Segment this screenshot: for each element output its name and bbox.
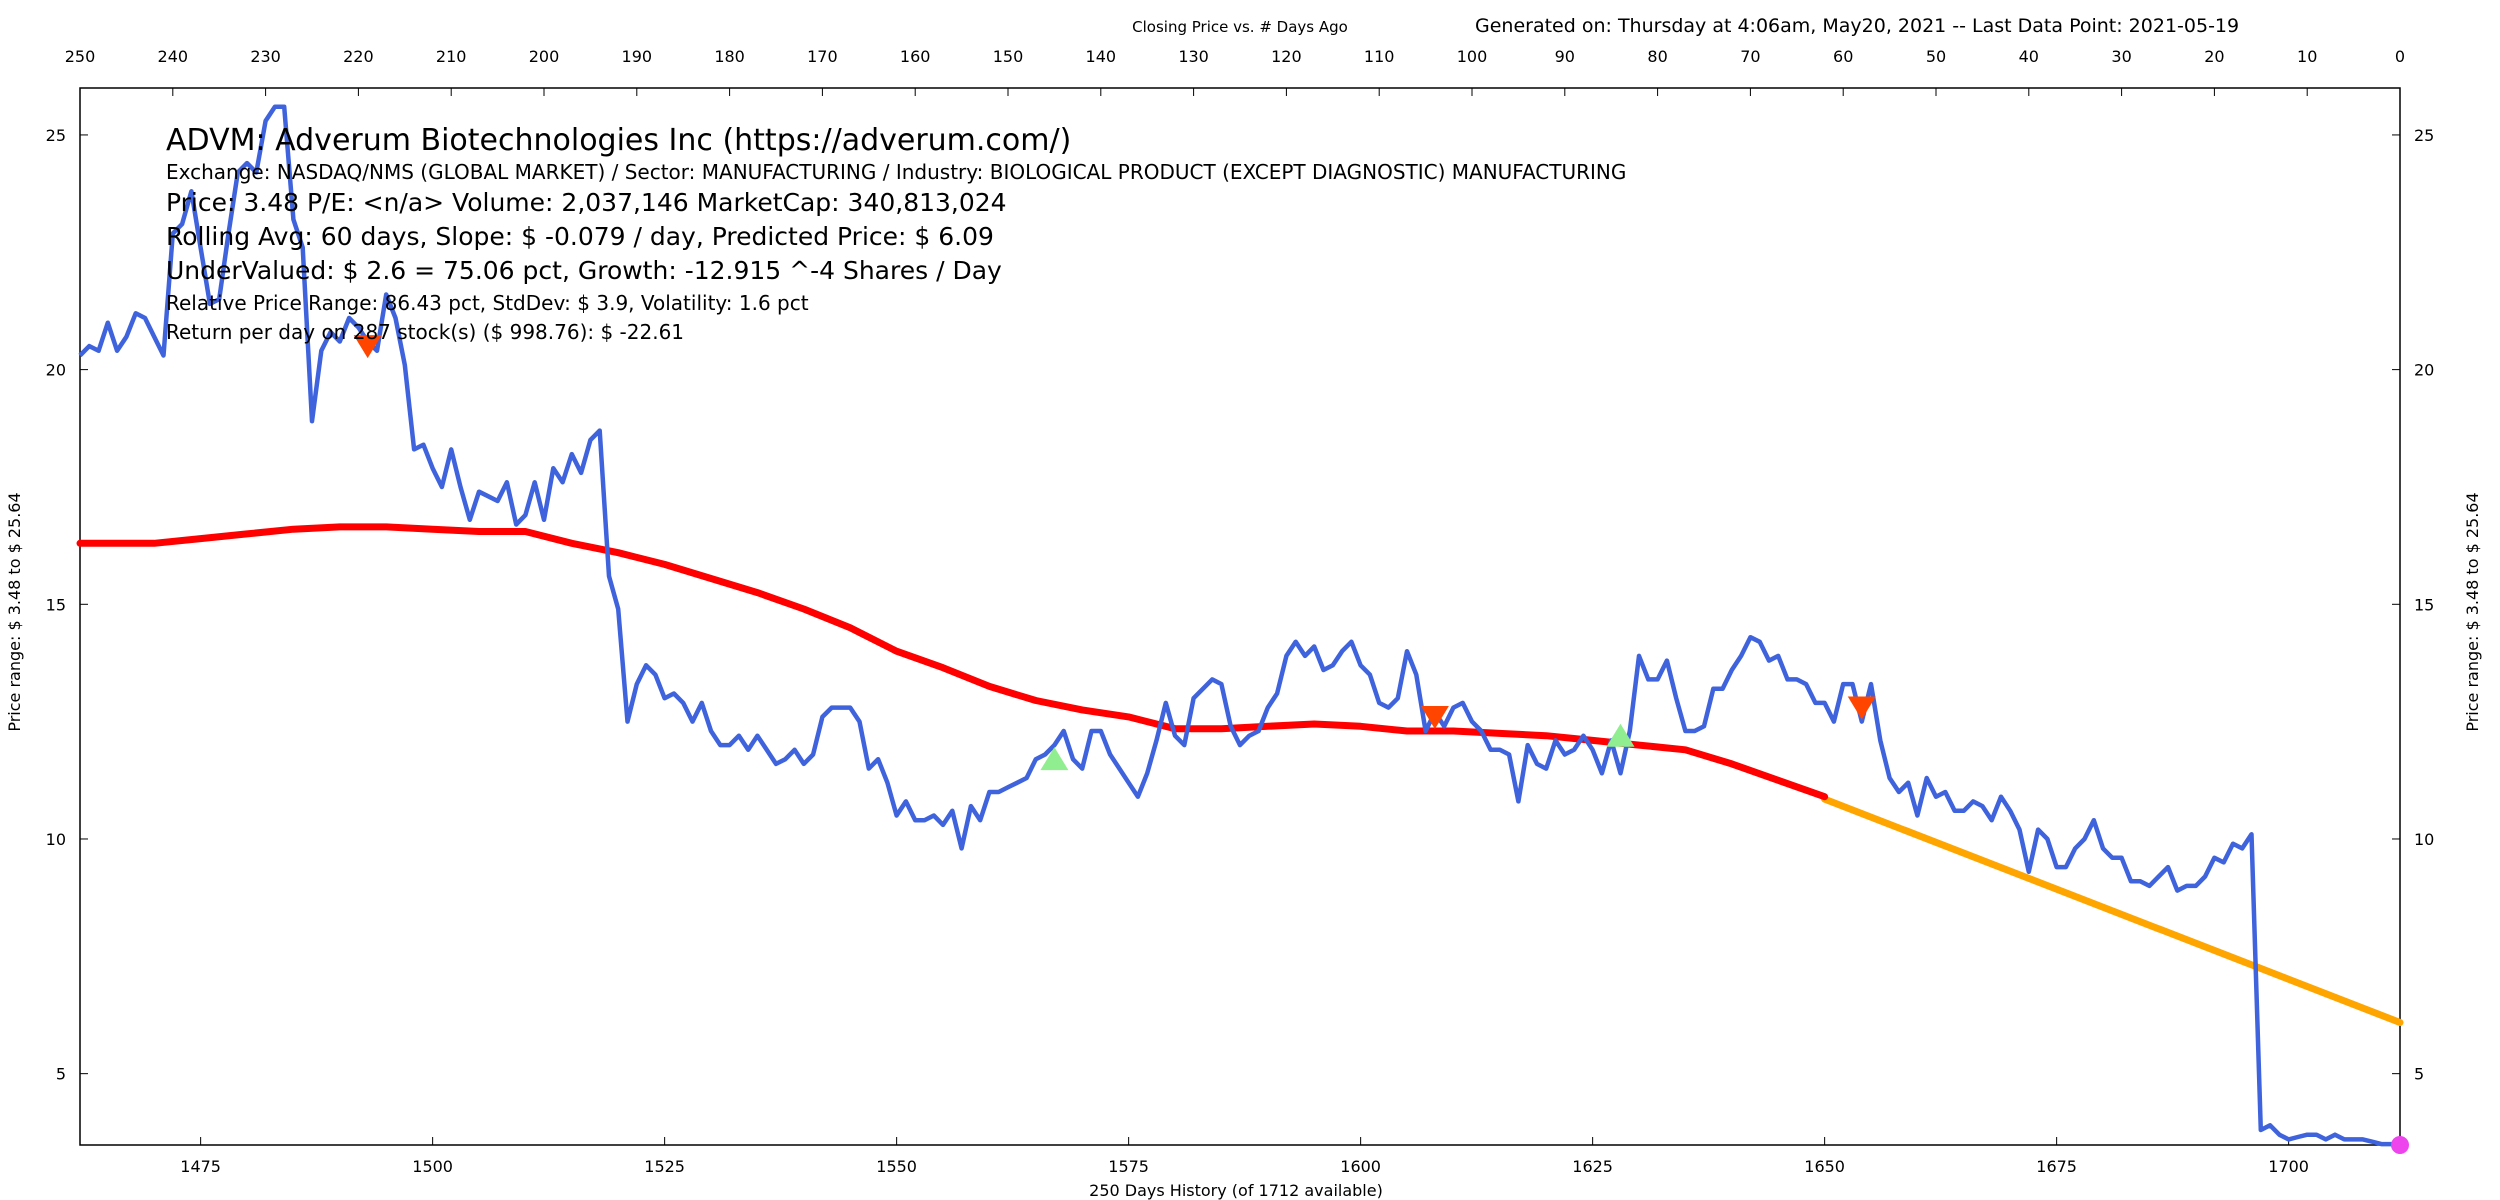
info-price: Price: 3.48 P/E: <n/a> Volume: 2,037,146… bbox=[166, 188, 1007, 217]
buy-signal-marker bbox=[1606, 723, 1635, 747]
x-top-tick-label: 140 bbox=[1086, 47, 1117, 66]
y-right-tick-label: 5 bbox=[2414, 1065, 2424, 1084]
x-top-tick-label: 30 bbox=[2111, 47, 2131, 66]
x-top-tick-label: 220 bbox=[343, 47, 374, 66]
x-top-tick-label: 230 bbox=[250, 47, 281, 66]
x-top-tick-label: 170 bbox=[807, 47, 838, 66]
y-left-tick-label: 15 bbox=[46, 595, 66, 614]
x-top-tick-label: 110 bbox=[1364, 47, 1395, 66]
y-right-tick-label: 25 bbox=[2414, 126, 2434, 145]
info-rolling: Rolling Avg: 60 days, Slope: $ -0.079 / … bbox=[166, 222, 994, 251]
x-bottom-tick-label: 1625 bbox=[1572, 1157, 1613, 1176]
x-top-tick-label: 70 bbox=[1740, 47, 1760, 66]
info-relative-range: Relative Price Range: 86.43 pct, StdDev:… bbox=[166, 291, 809, 315]
sell-signal-marker bbox=[1420, 705, 1449, 729]
x-top-tick-label: 200 bbox=[529, 47, 560, 66]
y-right-tick-label: 15 bbox=[2414, 595, 2434, 614]
x-top-tick-label: 20 bbox=[2204, 47, 2224, 66]
x-bottom-tick-label: 1500 bbox=[412, 1157, 453, 1176]
y-right-tick-label: 10 bbox=[2414, 830, 2434, 849]
info-undervalued: UnderValued: $ 2.6 = 75.06 pct, Growth: … bbox=[166, 256, 1002, 285]
info-block: ADVM: Adverum Biotechnologies Inc (https… bbox=[166, 123, 1626, 344]
x-top-tick-label: 0 bbox=[2395, 47, 2405, 66]
x-bottom-tick-label: 1475 bbox=[180, 1157, 221, 1176]
x-top-tick-label: 190 bbox=[622, 47, 653, 66]
info-return: Return per day on 287 stock(s) ($ 998.76… bbox=[166, 320, 684, 344]
generated-timestamp: Generated on: Thursday at 4:06am, May20,… bbox=[1475, 15, 2239, 37]
y-axis-label-right: Price range: $ 3.48 to $ 25.64 bbox=[2463, 492, 2482, 731]
x-top-tick-label: 90 bbox=[1555, 47, 1575, 66]
x-top-tick-label: 40 bbox=[2019, 47, 2039, 66]
chart-top-title: Closing Price vs. # Days Ago bbox=[1132, 18, 1348, 36]
y-right-tick-label: 20 bbox=[2414, 361, 2434, 380]
closing-price-line bbox=[78, 104, 2401, 1148]
x-bottom-tick-label: 1700 bbox=[2268, 1157, 2309, 1176]
x-top-tick-label: 240 bbox=[158, 47, 189, 66]
y-left-tick-label: 25 bbox=[46, 126, 66, 145]
last-price-marker bbox=[2391, 1136, 2409, 1154]
info-title: ADVM: Adverum Biotechnologies Inc (https… bbox=[166, 123, 1071, 158]
plot-frame bbox=[79, 87, 2401, 1146]
x-top-tick-label: 50 bbox=[1926, 47, 1946, 66]
y-left-tick-label: 20 bbox=[46, 361, 66, 380]
projection-line bbox=[1821, 795, 2404, 1026]
x-bottom-tick-label: 1550 bbox=[876, 1157, 917, 1176]
x-bottom-tick-label: 1650 bbox=[1804, 1157, 1845, 1176]
x-top-tick-label: 210 bbox=[436, 47, 467, 66]
x-axis-label: 250 Days History (of 1712 available) bbox=[1089, 1181, 1383, 1200]
y-left-tick-label: 5 bbox=[56, 1065, 66, 1084]
sell-signal-marker bbox=[1847, 696, 1876, 720]
x-bottom-tick-label: 1525 bbox=[644, 1157, 685, 1176]
rolling-average-line bbox=[76, 523, 1829, 801]
x-top-tick-label: 160 bbox=[900, 47, 931, 66]
x-bottom-tick-label: 1675 bbox=[2036, 1157, 2077, 1176]
x-top-tick-label: 250 bbox=[65, 47, 96, 66]
x-top-tick-label: 130 bbox=[1178, 47, 1209, 66]
x-top-tick-label: 180 bbox=[714, 47, 745, 66]
x-top-tick-label: 150 bbox=[993, 47, 1024, 66]
y-axis-label-left: Price range: $ 3.48 to $ 25.64 bbox=[5, 492, 24, 731]
x-top-tick-label: 80 bbox=[1647, 47, 1667, 66]
x-top-tick-label: 120 bbox=[1271, 47, 1302, 66]
y-left-tick-label: 10 bbox=[46, 830, 66, 849]
x-bottom-tick-label: 1600 bbox=[1340, 1157, 1381, 1176]
x-top-tick-label: 10 bbox=[2297, 47, 2317, 66]
chart-series bbox=[76, 104, 2409, 1154]
x-bottom-tick-label: 1575 bbox=[1108, 1157, 1149, 1176]
x-top-tick-label: 60 bbox=[1833, 47, 1853, 66]
sell-signal-marker bbox=[353, 335, 382, 359]
buy-signal-marker bbox=[1040, 747, 1069, 771]
axis-ticks: 1475 1500 1525 1550 1575 1600 1625 1650 1675 1700… bbox=[46, 47, 2435, 1176]
info-exchange: Exchange: NASDAQ/NMS (GLOBAL MARKET) / S… bbox=[166, 160, 1626, 184]
x-top-tick-label: 100 bbox=[1457, 47, 1488, 66]
